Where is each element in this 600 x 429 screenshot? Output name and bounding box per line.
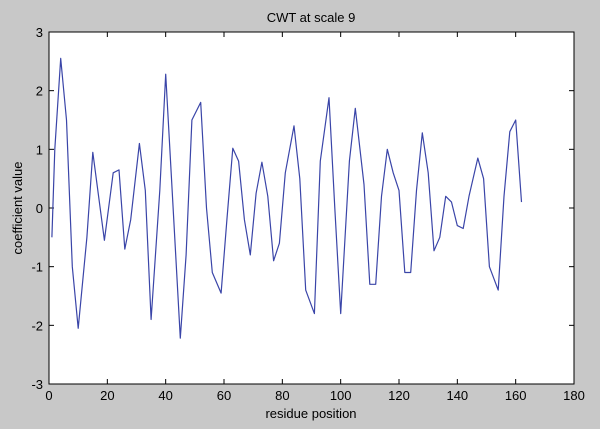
y-axis-ticks: -3 -2 -1 0 1 2 3 [31,25,574,392]
y-tick-label: -1 [31,260,43,275]
y-tick-label: 2 [36,84,43,99]
x-tick-label: 40 [158,388,172,403]
x-tick-label: 0 [45,388,52,403]
x-tick-label: 120 [388,388,410,403]
x-axis-ticks: 0 20 40 60 80 100 120 140 160 180 [45,32,585,403]
y-tick-label: 3 [36,25,43,40]
y-tick-label: -3 [31,377,43,392]
x-axis-label: residue position [265,406,356,421]
y-tick-label: 0 [36,201,43,216]
y-tick-label: -2 [31,318,43,333]
coefficient-line [51,57,523,339]
x-tick-label: 60 [217,388,231,403]
plot-area [48,31,575,385]
x-tick-label: 20 [100,388,114,403]
x-tick-label: 100 [330,388,352,403]
x-tick-label: 160 [505,388,527,403]
y-tick-label: 1 [36,142,43,157]
y-axis-label: coefficient value [10,162,25,255]
x-tick-label: 140 [446,388,468,403]
x-tick-label: 80 [275,388,289,403]
chart-title: CWT at scale 9 [267,10,356,25]
x-tick-label: 180 [563,388,585,403]
